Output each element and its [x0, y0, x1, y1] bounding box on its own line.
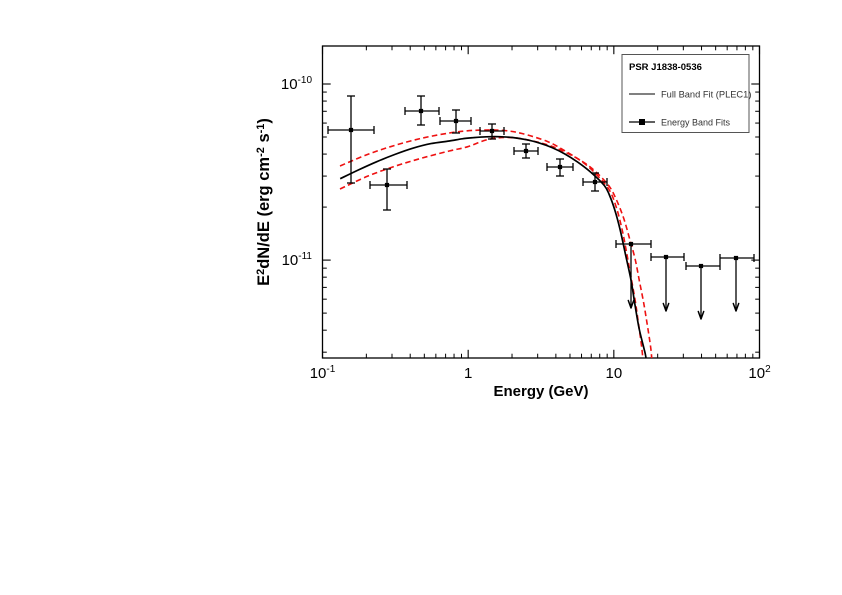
svg-text:10-1: 10-1: [310, 364, 336, 382]
svg-text:10-11: 10-11: [282, 251, 313, 269]
svg-text:Energy (GeV): Energy (GeV): [493, 383, 588, 400]
svg-text:102: 102: [748, 364, 771, 382]
svg-text:E2dN/dE (erg cm-2 s-1): E2dN/dE (erg cm-2 s-1): [255, 118, 273, 286]
svg-text:Full Band Fit (PLEC1): Full Band Fit (PLEC1): [661, 89, 751, 99]
svg-text:10-10: 10-10: [281, 75, 313, 93]
svg-text:Energy Band Fits: Energy Band Fits: [661, 117, 731, 127]
svg-text:10: 10: [605, 365, 622, 382]
svg-text:PSR J1838-0536: PSR J1838-0536: [629, 62, 702, 73]
svg-text:1: 1: [464, 365, 472, 382]
